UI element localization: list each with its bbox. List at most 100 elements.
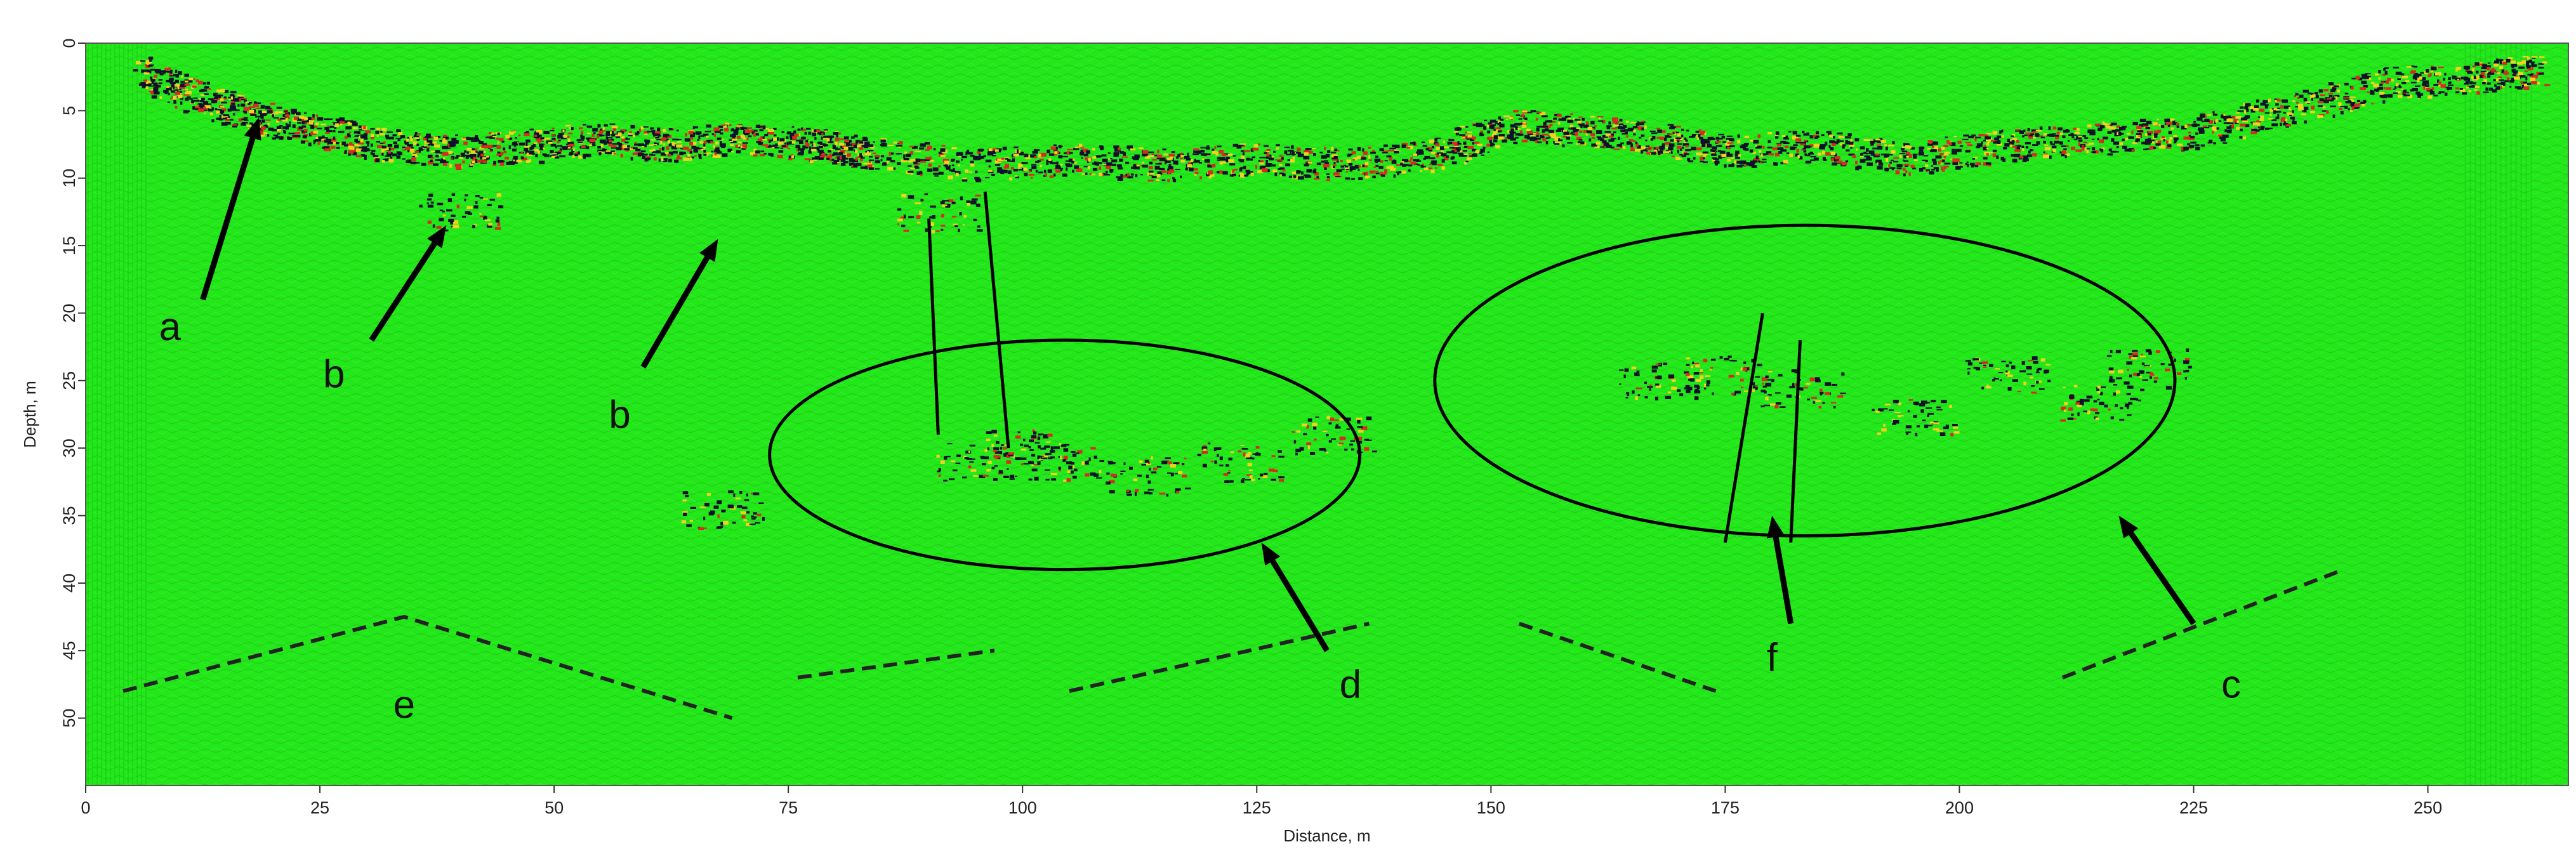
near-surface-reflection (821, 136, 823, 140)
near-surface-reflection (2394, 86, 2397, 89)
near-surface-reflection (1239, 143, 1246, 145)
near-surface-reflection (1739, 164, 1745, 167)
near-surface-reflection (456, 140, 459, 144)
near-surface-reflection (840, 145, 843, 148)
near-surface-reflection (1314, 172, 1319, 176)
near-surface-reflection (188, 80, 193, 83)
near-surface-reflection (684, 138, 690, 142)
near-surface-reflection (2467, 79, 2470, 82)
near-surface-reflection (2521, 83, 2528, 86)
near-surface-reflection (370, 152, 373, 155)
near-surface-reflection (832, 147, 838, 149)
near-surface-reflection (1645, 145, 1650, 147)
near-surface-reflection (177, 86, 180, 89)
near-surface-reflection (1992, 153, 1997, 157)
near-surface-reflection (1828, 133, 1832, 136)
near-surface-reflection (1489, 119, 1496, 123)
near-surface-reflection (1397, 173, 1399, 176)
near-surface-reflection (855, 157, 858, 161)
near-surface-reflection (2155, 143, 2161, 146)
near-surface-reflection (1813, 157, 1819, 161)
near-surface-reflection (1832, 143, 1836, 146)
near-surface-reflection (1190, 159, 1193, 162)
near-surface-reflection (1269, 157, 1274, 161)
near-surface-reflection (1677, 145, 1682, 149)
near-surface-reflection (392, 153, 397, 157)
deep-reflection (908, 216, 915, 218)
near-surface-reflection (385, 158, 390, 162)
deep-reflection (986, 438, 991, 442)
deep-reflection (1003, 444, 1007, 446)
near-surface-reflection (1562, 135, 1567, 138)
deep-reflection (1774, 404, 1779, 409)
near-surface-reflection (1452, 142, 1458, 145)
near-surface-reflection (423, 146, 427, 148)
near-surface-reflection (2110, 126, 2116, 129)
near-surface-reflection (2111, 138, 2115, 142)
deep-reflection (2037, 367, 2042, 371)
near-surface-reflection (525, 139, 531, 143)
near-surface-reflection (142, 85, 146, 89)
deep-reflection (448, 218, 454, 223)
near-surface-reflection (260, 111, 267, 114)
deep-reflection (1148, 461, 1151, 464)
near-surface-reflection (1571, 131, 1577, 133)
near-surface-reflection (2181, 147, 2184, 151)
near-surface-reflection (1705, 139, 1710, 141)
near-surface-reflection (529, 128, 534, 131)
deep-reflection (1979, 362, 1982, 364)
near-surface-reflection (2198, 130, 2205, 134)
near-surface-reflection (932, 167, 939, 171)
deep-reflection (897, 223, 899, 225)
near-surface-reflection (1389, 165, 1394, 169)
near-surface-reflection (1194, 173, 1197, 176)
near-surface-reflection (567, 142, 574, 145)
near-surface-reflection (173, 84, 180, 87)
near-surface-reflection (1234, 168, 1238, 171)
near-surface-reflection (1766, 151, 1772, 155)
near-surface-reflection (1965, 150, 1971, 153)
near-surface-reflection (2253, 107, 2259, 111)
near-surface-reflection (2240, 117, 2247, 121)
near-surface-reflection (2430, 90, 2433, 93)
near-surface-reflection (1507, 129, 1510, 134)
near-surface-reflection (1323, 155, 1327, 158)
near-surface-reflection (2114, 151, 2119, 153)
near-surface-reflection (339, 117, 345, 121)
deep-reflection (1007, 454, 1014, 457)
near-surface-reflection (1825, 152, 1830, 156)
near-surface-reflection (2190, 142, 2196, 144)
near-surface-reflection (164, 93, 168, 95)
deep-reflection (977, 225, 981, 228)
deep-reflection (1752, 389, 1755, 392)
near-surface-reflection (1651, 152, 1656, 155)
near-surface-reflection (753, 133, 756, 137)
near-surface-reflection (1287, 159, 1291, 161)
deep-reflection (1252, 453, 1257, 455)
deep-reflection (1021, 463, 1024, 465)
near-surface-reflection (2474, 89, 2478, 91)
deep-reflection (1892, 400, 1899, 404)
near-surface-reflection (1542, 129, 1545, 133)
near-surface-reflection (274, 111, 279, 115)
near-surface-reflection (2438, 91, 2445, 93)
near-surface-reflection (288, 133, 295, 135)
near-surface-reflection (1513, 110, 1519, 113)
near-surface-reflection (1870, 140, 1875, 144)
near-surface-reflection (1147, 151, 1154, 154)
near-surface-reflection (948, 175, 953, 180)
deep-reflection (945, 206, 951, 208)
near-surface-reflection (852, 160, 858, 162)
near-surface-reflection (1167, 168, 1170, 171)
near-surface-reflection (2014, 154, 2021, 157)
deep-reflection (758, 502, 764, 504)
near-surface-reflection (1363, 151, 1368, 155)
near-surface-reflection (893, 142, 897, 144)
near-surface-reflection (581, 145, 586, 148)
near-surface-reflection (813, 143, 816, 147)
near-surface-reflection (2271, 123, 2278, 127)
near-surface-reflection (2438, 81, 2441, 85)
deep-reflection (1694, 390, 1701, 393)
deep-reflection (1992, 379, 1995, 382)
near-surface-reflection (1540, 112, 1546, 115)
